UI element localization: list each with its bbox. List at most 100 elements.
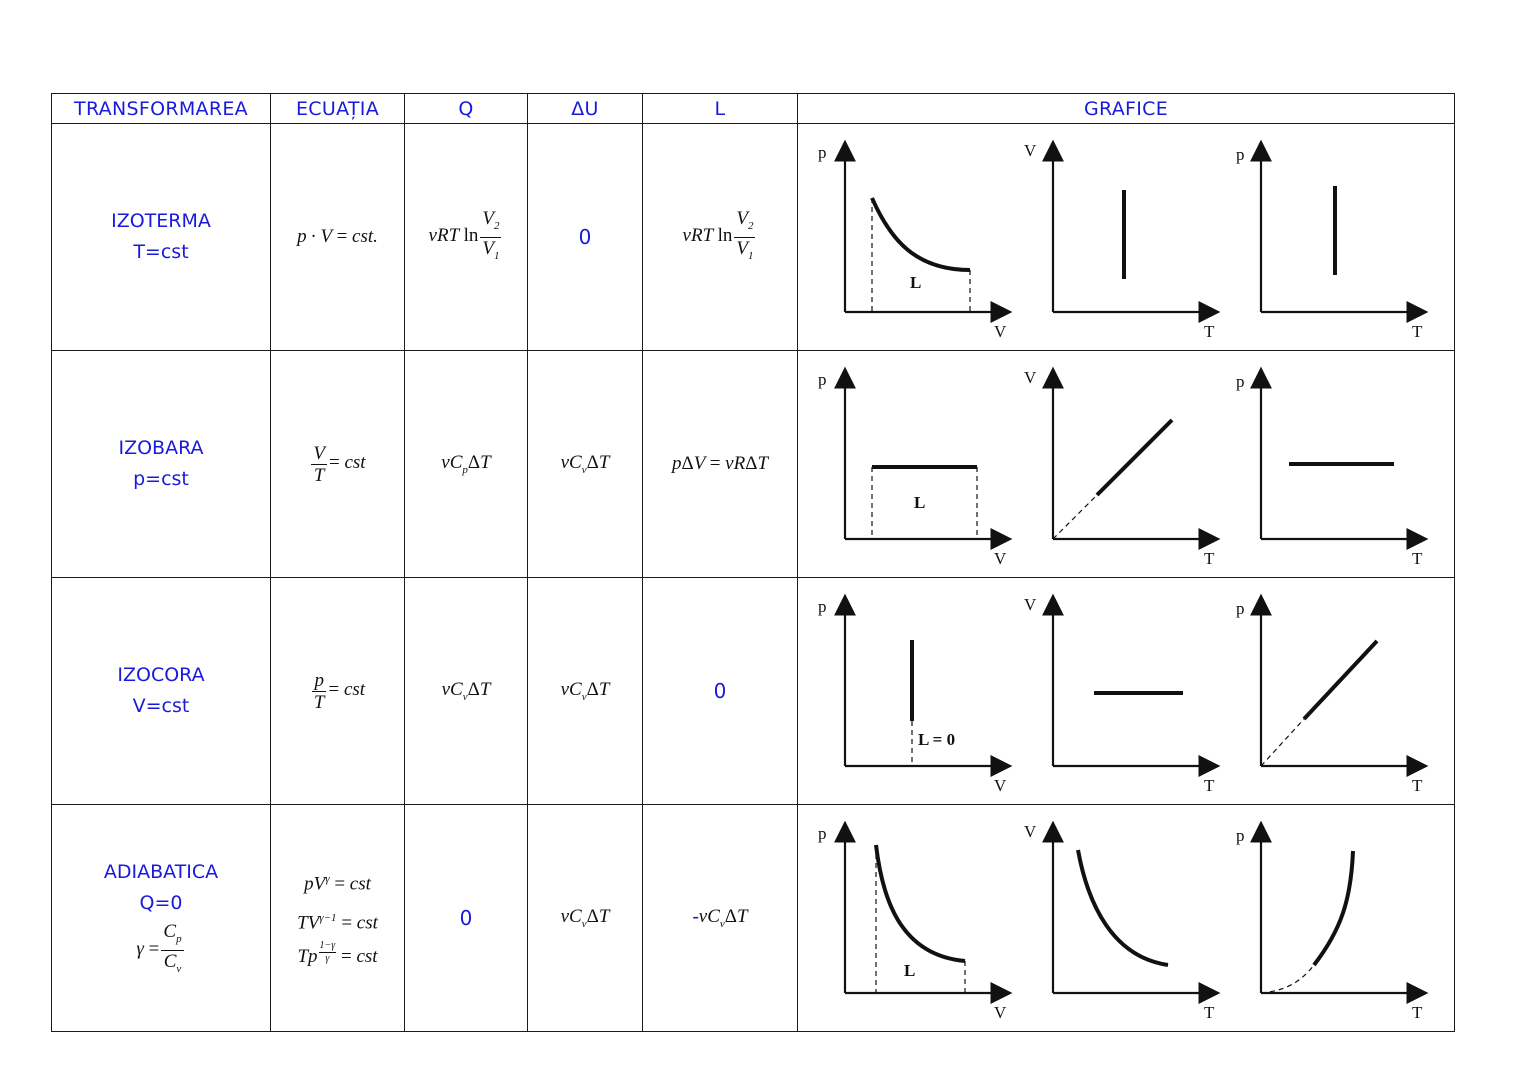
equation-formula: p T = cst: [312, 669, 366, 713]
internal-energy-formula: νCvΔT: [560, 679, 610, 703]
equation-cell: pVγ = cst TVγ−1 = cst Tp 1−γ γ = cst: [270, 804, 405, 1032]
transformation-cell: IZOBARA p=cst: [51, 350, 271, 578]
header-heat: Q: [404, 93, 528, 124]
transformation-name: IZOTERMA: [111, 210, 211, 232]
graph-p-t: p T: [1236, 593, 1429, 795]
graph-v-t: V T: [1024, 366, 1221, 568]
svg-text:p: p: [1236, 145, 1245, 164]
svg-text:p: p: [1236, 599, 1245, 618]
header-transformation: TRANSFORMAREA: [51, 93, 271, 124]
internal-energy-cell: 0: [527, 123, 643, 351]
header-row: TRANSFORMAREA ECUAȚIA Q ΔU L GRAFICE: [51, 93, 1455, 124]
svg-text:V: V: [994, 322, 1007, 341]
table-row-adiabatic: ADIABATICA Q=0 γ = Cp Cv pVγ = cst TVγ−1 =…: [51, 804, 1455, 1032]
equation-list: pVγ = cst TVγ−1 = cst Tp 1−γ γ = cst: [271, 862, 404, 975]
transformation-condition: p=cst: [133, 468, 189, 490]
internal-energy-value: 0: [578, 225, 592, 249]
thermodynamic-transformations-table: TRANSFORMAREA ECUAȚIA Q ΔU L GRAFICE IZO…: [51, 93, 1455, 1032]
heat-cell: νCvΔT: [404, 577, 528, 805]
svg-text:p: p: [818, 143, 827, 162]
heat-cell: 0: [404, 804, 528, 1032]
work-formula: -νCvΔT: [692, 906, 748, 930]
transformation-cell: IZOTERMA T=cst: [51, 123, 271, 351]
svg-text:p: p: [818, 597, 827, 616]
equation-tp-gamma: Tp 1−γ γ = cst: [297, 940, 378, 968]
work-formula: νRT ln V2 V1: [682, 207, 756, 262]
graph-p-v: p V L: [818, 139, 1013, 341]
heat-formula: νRT ln V2 V1: [428, 207, 502, 262]
equation-cell: V T = cst: [270, 350, 405, 578]
svg-text:T: T: [1204, 1003, 1215, 1022]
svg-text:T: T: [1204, 776, 1215, 795]
graph-v-t: V T: [1024, 139, 1221, 341]
transformation-name: ADIABATICA: [103, 860, 219, 883]
transformation-cell: IZOCORA V=cst: [51, 577, 271, 805]
svg-text:p: p: [1236, 826, 1245, 845]
work-cell: νRT ln V2 V1: [642, 123, 798, 351]
header-work: L: [642, 93, 798, 124]
equation-tv-gamma: TVγ−1 = cst: [297, 912, 378, 934]
svg-text:T: T: [1204, 322, 1215, 341]
heat-formula: νCpΔT: [441, 452, 491, 476]
transformation-cell: ADIABATICA Q=0 γ = Cp Cv: [51, 804, 271, 1032]
graph-v-t: V T: [1024, 593, 1221, 795]
header-internal-energy: ΔU: [527, 93, 643, 124]
table-row-isothermal: IZOTERMA T=cst p · V = cst. νRT ln V2 V1 0…: [51, 123, 1455, 351]
table-row-isochoric: IZOCORA V=cst p T = cst νCvΔT νCvΔT 0: [51, 577, 1455, 805]
svg-text:V: V: [1024, 368, 1037, 387]
svg-text:p: p: [1236, 372, 1245, 391]
svg-text:T: T: [1412, 1003, 1423, 1022]
internal-energy-formula: νCvΔT: [560, 906, 610, 930]
transformation-name: IZOBARA: [118, 437, 204, 459]
equation-formula: V T = cst: [311, 442, 366, 486]
work-cell: pΔV = νRΔT: [642, 350, 798, 578]
graphs-cell: p V L V T p: [797, 123, 1455, 351]
equation-cell: p · V = cst.: [270, 123, 405, 351]
transformation-condition: V=cst: [132, 695, 190, 717]
work-cell: -νCvΔT: [642, 804, 798, 1032]
svg-text:L: L: [910, 273, 921, 292]
heat-formula: νCvΔT: [441, 679, 491, 703]
graph-p-t: p T: [1236, 366, 1429, 568]
heat-value: 0: [459, 906, 473, 930]
graphs-cell: p V L V T: [797, 350, 1455, 578]
svg-text:V: V: [994, 1003, 1007, 1022]
internal-energy-formula: νCvΔT: [560, 452, 610, 476]
work-value: 0: [713, 679, 727, 703]
svg-text:T: T: [1204, 549, 1215, 568]
equation-formula: p · V = cst.: [297, 226, 378, 247]
transformation-name: IZOCORA: [117, 664, 205, 686]
header-equation: ECUAȚIA: [270, 93, 405, 124]
svg-text:L: L: [904, 961, 915, 980]
work-cell: 0: [642, 577, 798, 805]
transformation-condition: T=cst: [133, 241, 189, 263]
graph-p-v: p V L: [818, 820, 1013, 1022]
svg-text:p: p: [818, 824, 827, 843]
svg-text:V: V: [1024, 141, 1037, 160]
equation-pv-gamma: pVγ = cst: [304, 872, 371, 894]
graph-p-v: p V L = 0: [818, 593, 1013, 795]
graphs-cell: p V L V T: [797, 804, 1455, 1032]
header-graphs: GRAFICE: [797, 93, 1455, 124]
equation-cell: p T = cst: [270, 577, 405, 805]
svg-text:V: V: [1024, 595, 1037, 614]
svg-text:V: V: [994, 549, 1007, 568]
svg-text:L: L: [914, 493, 925, 512]
graph-p-v: p V L: [818, 366, 1013, 568]
svg-text:L = 0: L = 0: [918, 730, 955, 749]
table-row-isobaric: IZOBARA p=cst V T = cst νCpΔT νCvΔT pΔV = …: [51, 350, 1455, 578]
heat-cell: νCpΔT: [404, 350, 528, 578]
internal-energy-cell: νCvΔT: [527, 804, 643, 1032]
graphs-cell: p V L = 0 V T: [797, 577, 1455, 805]
graph-v-t: V T: [1024, 820, 1221, 1022]
svg-text:V: V: [994, 776, 1007, 795]
svg-text:V: V: [1024, 822, 1037, 841]
internal-energy-cell: νCvΔT: [527, 577, 643, 805]
svg-text:p: p: [818, 370, 827, 389]
graph-p-t: p T: [1236, 139, 1429, 341]
heat-cell: νRT ln V2 V1: [404, 123, 528, 351]
svg-text:T: T: [1412, 549, 1423, 568]
svg-text:T: T: [1412, 776, 1423, 795]
gamma-definition: γ = Cp Cv: [136, 920, 184, 975]
